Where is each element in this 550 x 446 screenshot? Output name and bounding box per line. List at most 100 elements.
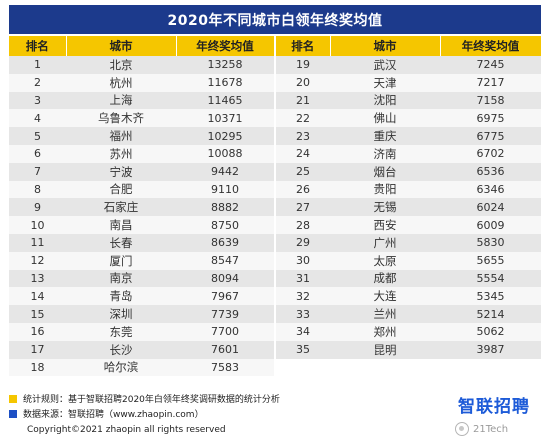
city-cell: 哈尔滨 bbox=[66, 358, 176, 377]
table-row: 22 佛山 6975 bbox=[276, 109, 541, 128]
city-cell: 石家庄 bbox=[66, 198, 176, 217]
bonus-cell: 5062 bbox=[440, 322, 541, 341]
bonus-cell: 8547 bbox=[176, 251, 274, 270]
rank-cell: 6 bbox=[9, 144, 66, 163]
city-cell: 南昌 bbox=[66, 216, 176, 234]
table-row: 29 广州 5830 bbox=[276, 233, 541, 252]
city-cell: 长沙 bbox=[66, 340, 176, 359]
rank-cell: 16 bbox=[9, 322, 66, 341]
rank-cell: 1 bbox=[9, 56, 66, 74]
bonus-cell: 10295 bbox=[176, 127, 274, 145]
header-rank: 排名 bbox=[276, 36, 331, 56]
table-header-row: 排名 城市 年终奖均值 bbox=[9, 36, 275, 56]
zhaopin-logo: 智联招聘 bbox=[458, 390, 544, 418]
watermark: 21Tech bbox=[455, 422, 508, 436]
note-stat-rule: 统计规则：基于智联招聘2020年白领年终奖调研数据的统计分析 bbox=[9, 391, 280, 406]
rank-cell: 3 bbox=[9, 91, 66, 110]
bonus-cell: 11465 bbox=[176, 91, 274, 110]
bonus-cell: 7700 bbox=[176, 322, 274, 341]
table-row: 15 深圳 7739 bbox=[9, 305, 274, 323]
table-row: 3 上海 11465 bbox=[9, 91, 274, 110]
bonus-cell: 5214 bbox=[440, 305, 541, 323]
city-cell: 苏州 bbox=[66, 144, 176, 163]
rank-cell: 8 bbox=[9, 180, 66, 199]
bonus-cell: 10371 bbox=[176, 109, 274, 128]
bonus-cell: 9110 bbox=[176, 180, 274, 199]
bonus-cell: 7601 bbox=[176, 340, 274, 359]
bonus-cell: 11678 bbox=[176, 73, 274, 92]
city-cell: 合肥 bbox=[66, 180, 176, 199]
city-cell: 天津 bbox=[330, 73, 440, 92]
city-cell: 贵阳 bbox=[330, 180, 440, 199]
yellow-square-icon bbox=[9, 394, 17, 403]
table-row: 5 福州 10295 bbox=[9, 127, 274, 145]
rank-cell: 23 bbox=[276, 127, 330, 145]
header-rank: 排名 bbox=[9, 36, 67, 56]
bonus-cell: 5554 bbox=[440, 269, 541, 288]
table-row: 23 重庆 6775 bbox=[276, 127, 541, 145]
table-row: 35 昆明 3987 bbox=[276, 340, 541, 359]
table-row: 26 贵阳 6346 bbox=[276, 180, 541, 199]
rank-cell: 2 bbox=[9, 73, 66, 92]
table-row: 10 南昌 8750 bbox=[9, 216, 274, 234]
bonus-cell: 8882 bbox=[176, 198, 274, 217]
city-cell: 西安 bbox=[330, 216, 440, 234]
table-row: 19 武汉 7245 bbox=[276, 56, 541, 74]
rank-cell: 18 bbox=[9, 358, 66, 377]
rank-cell: 9 bbox=[9, 198, 66, 217]
city-cell: 南京 bbox=[66, 269, 176, 288]
rank-cell: 30 bbox=[276, 251, 330, 270]
rank-cell: 4 bbox=[9, 109, 66, 128]
table-row: 2 杭州 11678 bbox=[9, 73, 274, 92]
rank-cell: 14 bbox=[9, 287, 66, 306]
bonus-cell: 13258 bbox=[176, 56, 274, 74]
city-cell: 杭州 bbox=[66, 73, 176, 92]
table-body-right: 19 武汉 7245 20 天津 7217 21 沈阳 7158 22 佛山 6975 23 重庆 6775… bbox=[276, 56, 541, 359]
rank-cell: 26 bbox=[276, 180, 330, 199]
table-row: 32 大连 5345 bbox=[276, 287, 541, 306]
city-cell: 广州 bbox=[330, 233, 440, 252]
rank-cell: 28 bbox=[276, 216, 330, 234]
table-header-row: 排名 城市 年终奖均值 bbox=[276, 36, 542, 56]
table-row: 1 北京 13258 bbox=[9, 56, 274, 74]
rank-cell: 19 bbox=[276, 56, 330, 74]
bonus-cell: 6775 bbox=[440, 127, 541, 145]
blue-square-icon bbox=[9, 409, 17, 418]
city-cell: 郑州 bbox=[330, 322, 440, 341]
header-bonus: 年终奖均值 bbox=[176, 36, 275, 56]
bonus-cell: 7967 bbox=[176, 287, 274, 306]
table-row: 25 烟台 6536 bbox=[276, 162, 541, 181]
bonus-cell: 7739 bbox=[176, 305, 274, 323]
wechat-icon bbox=[455, 422, 469, 436]
rank-cell: 33 bbox=[276, 305, 330, 323]
city-cell: 大连 bbox=[330, 287, 440, 306]
bonus-cell: 6975 bbox=[440, 109, 541, 128]
table-row: 24 济南 6702 bbox=[276, 144, 541, 163]
city-cell: 无锡 bbox=[330, 198, 440, 217]
table-row: 30 太原 5655 bbox=[276, 251, 541, 270]
city-cell: 宁波 bbox=[66, 162, 176, 181]
bonus-table-left: 排名 城市 年终奖均值 1 北京 13258 2 杭州 11678 3 上海 11465 4 乌鲁木… bbox=[9, 36, 275, 377]
logo-text: 智联招聘 bbox=[458, 396, 530, 417]
rank-cell: 21 bbox=[276, 91, 330, 110]
bonus-cell: 7158 bbox=[440, 91, 541, 110]
city-cell: 青岛 bbox=[66, 287, 176, 306]
table-body-left: 1 北京 13258 2 杭州 11678 3 上海 11465 4 乌鲁木齐 10371 5 福州 102… bbox=[9, 56, 274, 377]
table-row: 11 长春 8639 bbox=[9, 233, 274, 252]
city-cell: 乌鲁木齐 bbox=[66, 109, 176, 128]
rank-cell: 24 bbox=[276, 144, 330, 163]
header-city: 城市 bbox=[66, 36, 177, 56]
city-cell: 长春 bbox=[66, 233, 176, 252]
bonus-table-right: 排名 城市 年终奖均值 19 武汉 7245 20 天津 7217 21 沈阳 7158 22 佛山… bbox=[276, 36, 542, 359]
bonus-cell: 5655 bbox=[440, 251, 541, 270]
city-cell: 厦门 bbox=[66, 251, 176, 270]
city-cell: 兰州 bbox=[330, 305, 440, 323]
notes: 统计规则：基于智联招聘2020年白领年终奖调研数据的统计分析 数据来源：智联招聘… bbox=[9, 391, 280, 421]
table-row: 31 成都 5554 bbox=[276, 269, 541, 288]
table-row: 33 兰州 5214 bbox=[276, 305, 541, 323]
city-cell: 济南 bbox=[330, 144, 440, 163]
city-cell: 上海 bbox=[66, 91, 176, 110]
rank-cell: 31 bbox=[276, 269, 330, 288]
bonus-cell: 5830 bbox=[440, 233, 541, 252]
city-cell: 昆明 bbox=[330, 340, 440, 359]
